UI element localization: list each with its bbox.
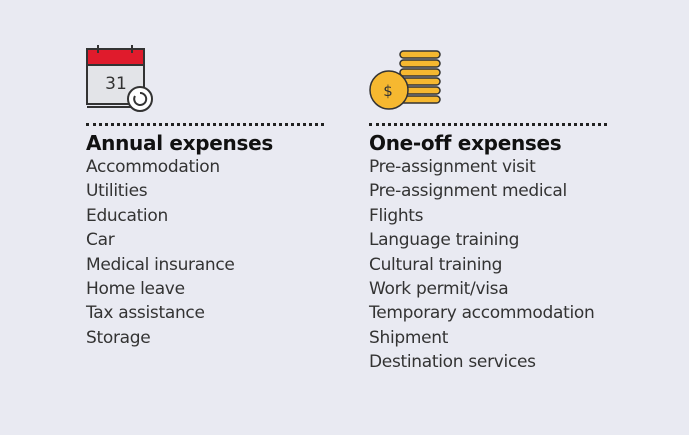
list-item: Pre-assignment medical <box>369 181 567 202</box>
coins-icon: $ <box>369 50 441 110</box>
list-item: Accommodation <box>86 157 220 177</box>
calendar-day: 31 <box>105 74 127 94</box>
list-item: Cultural training <box>369 254 503 275</box>
list-item: Work permit/visa <box>369 279 509 300</box>
list-item: Storage <box>86 327 151 348</box>
list-item: Car <box>86 230 115 251</box>
list-item: Shipment <box>369 327 449 348</box>
list-item: Tax assistance <box>86 303 205 324</box>
list-item: Pre-assignment visit <box>369 157 536 177</box>
divider <box>86 123 324 126</box>
list-item: Utilities <box>86 181 148 202</box>
list-item: Education <box>86 205 168 226</box>
column-title: One-off expenses <box>369 131 562 155</box>
divider <box>369 123 607 126</box>
list-item: Home leave <box>86 279 185 300</box>
list-item: Language training <box>369 230 520 251</box>
list-item: Medical insurance <box>86 254 235 275</box>
coin-symbol: $ <box>383 82 393 100</box>
column-title: Annual expenses <box>86 131 273 155</box>
one-off-column: $ One-off expenses Pre-assignment visit P… <box>369 45 609 375</box>
list-item: Destination services <box>369 352 536 373</box>
list-item: Flights <box>369 205 424 226</box>
annual-column: 31 Annual expenses Accommodation Utilitie… <box>86 45 326 350</box>
item-list: Pre-assignment visit Pre-assignment medic… <box>369 155 609 375</box>
calendar-icon: 31 <box>86 45 153 112</box>
list-item: Temporary accommodation <box>369 303 595 324</box>
item-list: Accommodation Utilities Education Car Medica… <box>86 155 326 350</box>
